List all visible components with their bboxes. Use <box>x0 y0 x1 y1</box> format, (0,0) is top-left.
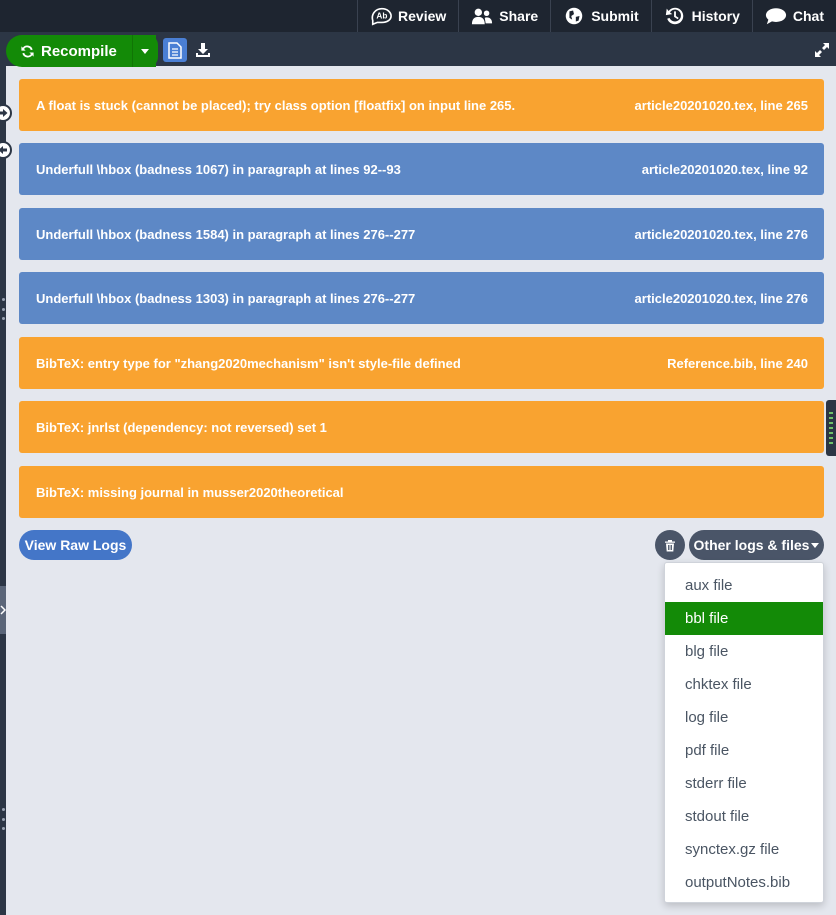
dropdown-item-chktex[interactable]: chktex file <box>685 676 752 693</box>
submit-button[interactable]: Submit <box>550 0 650 32</box>
dropdown-item-aux[interactable]: aux file <box>685 577 733 594</box>
dropdown-item-synctex[interactable]: synctex.gz file <box>685 841 780 858</box>
review-icon: Ab <box>371 7 392 26</box>
recompile-button-group: Recompile <box>6 35 156 67</box>
refresh-icon <box>21 45 34 57</box>
log-location[interactable]: Reference.bib, line 240 <box>667 355 808 371</box>
left-panel-divider[interactable] <box>0 66 12 915</box>
log-location[interactable]: article20201020.tex, line 276 <box>634 226 808 242</box>
log-location[interactable]: article20201020.tex, line 276 <box>634 290 808 306</box>
recompile-options-toggle[interactable] <box>132 35 156 67</box>
clear-cache-button[interactable] <box>655 530 685 560</box>
download-icon <box>196 43 210 57</box>
expand-pdf-handle[interactable] <box>0 141 12 159</box>
document-icon <box>168 41 182 59</box>
rail-toggle-tab[interactable] <box>0 586 6 634</box>
recompile-label: Recompile <box>41 42 117 60</box>
recompile-button[interactable]: Recompile <box>6 35 132 67</box>
svg-text:Ab: Ab <box>376 12 387 21</box>
log-entry-warning[interactable]: BibTeX: jnrlst (dependency: not reversed… <box>19 401 824 453</box>
review-button[interactable]: Ab Review <box>357 0 458 32</box>
pdf-toolbar: Recompile <box>0 32 836 67</box>
chat-button[interactable]: Chat <box>751 0 836 32</box>
scrollbar-thumb[interactable] <box>826 400 836 456</box>
dropdown-item-log[interactable]: log file <box>685 709 729 726</box>
log-entry-info[interactable]: Underfull \hbox (badness 1303) in paragr… <box>19 272 824 324</box>
log-entry-warning[interactable]: BibTeX: missing journal in musser2020the… <box>19 466 824 518</box>
chat-icon <box>765 8 786 25</box>
other-logs-files-button[interactable]: Other logs & files <box>689 530 824 560</box>
history-button[interactable]: History <box>650 0 752 32</box>
resize-grip-icon[interactable] <box>0 298 6 320</box>
log-message: Underfull \hbox (badness 1303) in paragr… <box>36 290 416 306</box>
view-raw-logs-button[interactable]: View Raw Logs <box>19 530 132 560</box>
dropdown-item-bbl[interactable]: bbl file <box>665 602 823 635</box>
review-label: Review <box>398 8 447 24</box>
log-entry-warning[interactable]: BibTeX: entry type for "zhang2020mechani… <box>19 337 824 389</box>
arrow-right-icon <box>0 109 8 117</box>
dropdown-item-blg[interactable]: blg file <box>685 643 729 660</box>
chevron-down-icon <box>811 542 820 548</box>
top-navigation: Ab Review Share Submit History Chat <box>0 0 836 32</box>
expand-icon <box>815 43 829 57</box>
logs-toggle-button[interactable] <box>163 38 187 62</box>
log-entry-warning[interactable]: A float is stuck (cannot be placed); try… <box>19 79 824 131</box>
chevron-down-icon <box>140 48 149 54</box>
dropdown-item-outputnotes[interactable]: outputNotes.bib <box>685 874 791 891</box>
collapse-editor-handle[interactable] <box>0 104 12 122</box>
users-icon <box>472 8 493 25</box>
share-label: Share <box>499 8 539 24</box>
log-message: BibTeX: missing journal in musser2020the… <box>36 484 344 500</box>
log-message: Underfull \hbox (badness 1067) in paragr… <box>36 161 401 177</box>
log-message: A float is stuck (cannot be placed); try… <box>36 97 516 113</box>
globe-icon <box>565 7 583 25</box>
arrow-left-icon <box>0 146 7 154</box>
log-message: BibTeX: jnrlst (dependency: not reversed… <box>36 419 327 435</box>
other-logs-dropdown: aux file bbl file blg file chktex file l… <box>664 562 824 903</box>
dropdown-item-pdf[interactable]: pdf file <box>685 742 730 759</box>
trash-icon <box>665 539 675 551</box>
log-location[interactable]: article20201020.tex, line 92 <box>641 161 808 177</box>
expand-button[interactable] <box>812 40 832 60</box>
chat-label: Chat <box>792 8 824 24</box>
submit-label: Submit <box>591 8 639 24</box>
dropdown-item-stdout[interactable]: stdout file <box>685 808 750 825</box>
history-label: History <box>691 8 740 24</box>
history-icon <box>665 7 683 25</box>
download-pdf-button[interactable] <box>191 38 215 62</box>
log-message: Underfull \hbox (badness 1584) in paragr… <box>36 226 416 242</box>
dropdown-item-stderr[interactable]: stderr file <box>685 775 747 792</box>
chevron-right-icon <box>0 605 6 615</box>
share-button[interactable]: Share <box>458 0 550 32</box>
log-location[interactable]: article20201020.tex, line 265 <box>634 97 808 113</box>
other-logs-label: Other logs & files <box>693 537 810 553</box>
log-message: BibTeX: entry type for "zhang2020mechani… <box>36 355 461 371</box>
log-entry-info[interactable]: Underfull \hbox (badness 1067) in paragr… <box>19 143 824 195</box>
log-entry-info[interactable]: Underfull \hbox (badness 1584) in paragr… <box>19 208 824 260</box>
resize-grip-icon[interactable] <box>0 808 6 830</box>
